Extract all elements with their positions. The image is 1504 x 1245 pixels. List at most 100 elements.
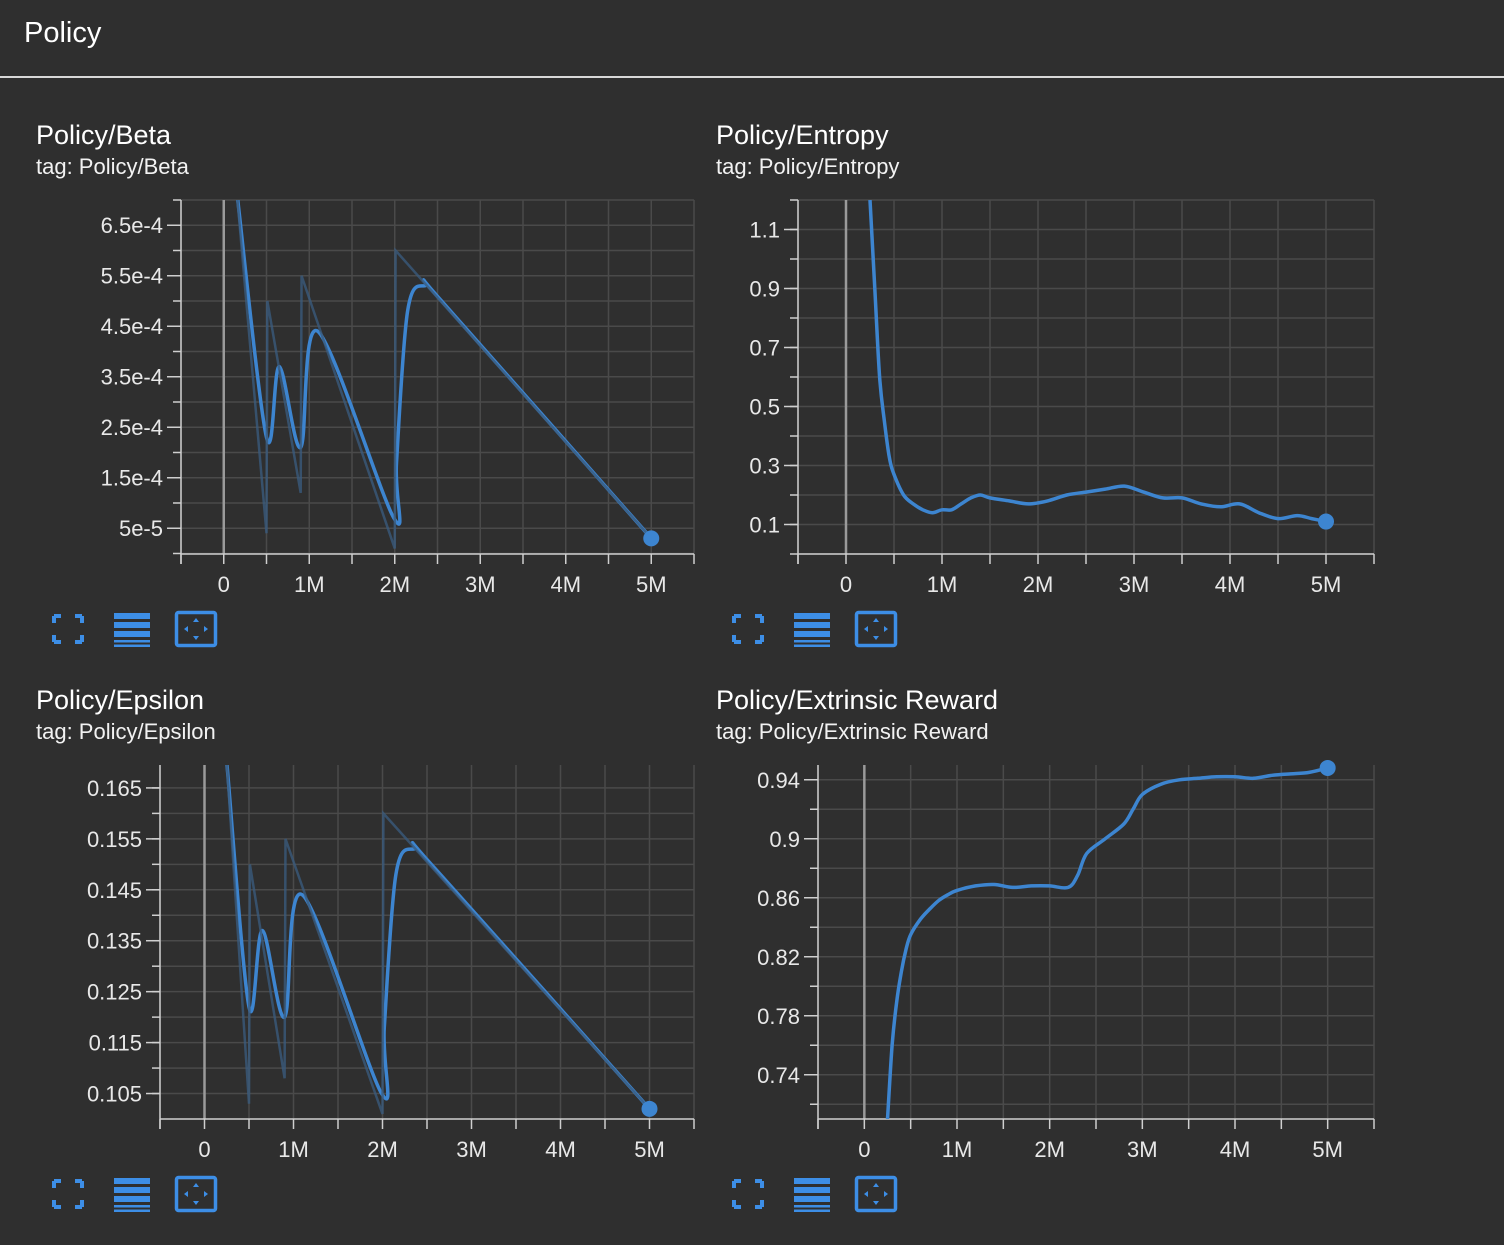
x-tick-label: 2M — [379, 572, 410, 597]
y-tick-label: 0.115 — [89, 1031, 142, 1056]
fit-domain-icon — [854, 1175, 898, 1213]
y-tick-label: 0.74 — [757, 1063, 800, 1088]
chart-plot[interactable]: 0.1 0.3 0.5 0.7 0.9 1.1 0 1M 2M 3M 4M 5M — [716, 184, 1396, 604]
list-lines-button[interactable] — [110, 1175, 154, 1213]
y-tick-label: 1.1 — [749, 218, 780, 243]
smoothed-series-line[interactable] — [885, 766, 1329, 1119]
y-tick-label: 0.5 — [749, 395, 780, 420]
chart-tag: tag: Policy/Extrinsic Reward — [716, 719, 989, 744]
chart-title: Policy/Epsilon — [36, 685, 205, 715]
y-tick-label: 0.9 — [749, 277, 780, 302]
fullscreen-icon — [52, 614, 84, 644]
list-lines-icon — [794, 613, 830, 647]
y-tick-label: 0.78 — [757, 1004, 800, 1029]
x-tick-label: 0 — [840, 572, 852, 597]
fit-domain-icon — [174, 1175, 218, 1213]
y-tick-label: 5.5e-4 — [101, 264, 163, 289]
x-tick-label: 5M — [1312, 1137, 1343, 1162]
fullscreen-button[interactable] — [726, 1175, 770, 1213]
list-lines-button[interactable] — [110, 610, 154, 648]
y-tick-label: 0.82 — [757, 945, 800, 970]
y-tick-label: 0.105 — [87, 1082, 142, 1107]
x-tick-label: 3M — [456, 1137, 487, 1162]
y-tick-label: 0.155 — [87, 827, 142, 852]
section-header: Policy — [0, 0, 1504, 78]
y-tick-label: 2.5e-4 — [101, 415, 163, 440]
y-tick-label: 0.7 — [749, 336, 780, 361]
y-tick-label: 0.9 — [769, 827, 800, 852]
list-lines-icon — [114, 613, 150, 647]
x-tick-label: 0 — [198, 1137, 210, 1162]
last-data-point[interactable] — [1319, 759, 1336, 776]
last-data-point[interactable] — [643, 530, 660, 547]
x-tick-label: 2M — [1034, 1137, 1065, 1162]
x-tick-label: 0 — [218, 572, 230, 597]
last-data-point[interactable] — [641, 1100, 658, 1117]
chart-card-extrinsic-reward: Policy/Extrinsic Reward tag: Policy/Extr… — [716, 685, 1396, 1245]
list-lines-button[interactable] — [790, 610, 834, 648]
chart-plot[interactable]: 5e-5 1.5e-4 2.5e-4 3.5e-4 4.5e-4 5.5e-4 6.5e-4… — [36, 184, 716, 604]
last-data-point[interactable] — [1318, 513, 1334, 530]
fit-domain-button[interactable] — [174, 610, 218, 648]
x-tick-label: 4M — [545, 1137, 576, 1162]
fullscreen-icon — [52, 1179, 84, 1209]
list-lines-icon — [794, 1178, 830, 1212]
x-tick-label: 5M — [1311, 572, 1342, 597]
fullscreen-button[interactable] — [46, 610, 90, 648]
chart-tag: tag: Policy/Entropy — [716, 154, 900, 179]
y-tick-label: 0.145 — [87, 878, 142, 903]
chart-card-beta: Policy/Beta tag: Policy/Beta 5e-5 1.5e-4 2… — [36, 120, 716, 680]
fullscreen-icon — [732, 1179, 764, 1209]
smoothed-series-line[interactable] — [868, 200, 1327, 524]
y-tick-label: 1.5e-4 — [101, 466, 163, 491]
raw-series-line — [236, 200, 653, 549]
x-tick-label: 4M — [1220, 1137, 1251, 1162]
x-tick-label: 5M — [634, 1137, 665, 1162]
x-tick-label: 3M — [465, 572, 496, 597]
y-tick-label: 0.1 — [749, 513, 780, 538]
chart-plot[interactable]: 0.105 0.115 0.125 0.135 0.145 0.155 0.165 0 1M 2M… — [36, 749, 716, 1169]
chart-tag: tag: Policy/Epsilon — [36, 719, 216, 744]
y-tick-label: 0.165 — [87, 776, 142, 801]
fit-domain-button[interactable] — [854, 1175, 898, 1213]
chart-plot[interactable]: 0.74 0.78 0.82 0.86 0.9 0.94 0 1M 2M 3M 4M 5M — [716, 749, 1396, 1169]
x-tick-label: 1M — [927, 572, 958, 597]
y-tick-label: 4.5e-4 — [101, 314, 163, 339]
x-tick-label: 1M — [942, 1137, 973, 1162]
chart-card-epsilon: Policy/Epsilon tag: Policy/Epsilon 0.105… — [36, 685, 716, 1245]
chart-title: Policy/Extrinsic Reward — [716, 685, 999, 715]
section-title: Policy — [24, 17, 102, 49]
x-tick-label: 2M — [367, 1137, 398, 1162]
list-lines-icon — [114, 1178, 150, 1212]
y-tick-label: 0.125 — [87, 980, 142, 1005]
fit-domain-icon — [854, 610, 898, 648]
x-tick-label: 1M — [294, 572, 325, 597]
y-tick-label: 6.5e-4 — [101, 213, 163, 238]
chart-tag: tag: Policy/Beta — [36, 154, 189, 179]
smoothed-series-line[interactable] — [225, 763, 651, 1110]
x-tick-label: 1M — [278, 1137, 309, 1162]
x-tick-label: 5M — [636, 572, 667, 597]
x-tick-label: 3M — [1119, 572, 1150, 597]
grid — [797, 199, 1375, 555]
y-tick-label: 0.3 — [749, 454, 780, 479]
y-tick-label: 3.5e-4 — [101, 365, 163, 390]
raw-series-line — [225, 765, 651, 1115]
list-lines-button[interactable] — [790, 1175, 834, 1213]
y-tick-label: 5e-5 — [119, 516, 163, 541]
chart-card-entropy: Policy/Entropy tag: Policy/Entropy 0.1 0.… — [716, 120, 1396, 680]
y-tick-label: 0.86 — [757, 886, 800, 911]
fit-domain-button[interactable] — [854, 610, 898, 648]
fullscreen-button[interactable] — [726, 610, 770, 648]
x-tick-label: 3M — [1127, 1137, 1158, 1162]
x-tick-label: 4M — [1215, 572, 1246, 597]
chart-title: Policy/Beta — [36, 120, 172, 150]
chart-title: Policy/Entropy — [716, 120, 889, 150]
x-tick-label: 0 — [858, 1137, 870, 1162]
fullscreen-button[interactable] — [46, 1175, 90, 1213]
grid — [817, 765, 1375, 1119]
smoothed-series-line[interactable] — [236, 190, 653, 540]
x-tick-label: 2M — [1023, 572, 1054, 597]
fit-domain-button[interactable] — [174, 1175, 218, 1213]
y-tick-label: 0.135 — [87, 929, 142, 954]
